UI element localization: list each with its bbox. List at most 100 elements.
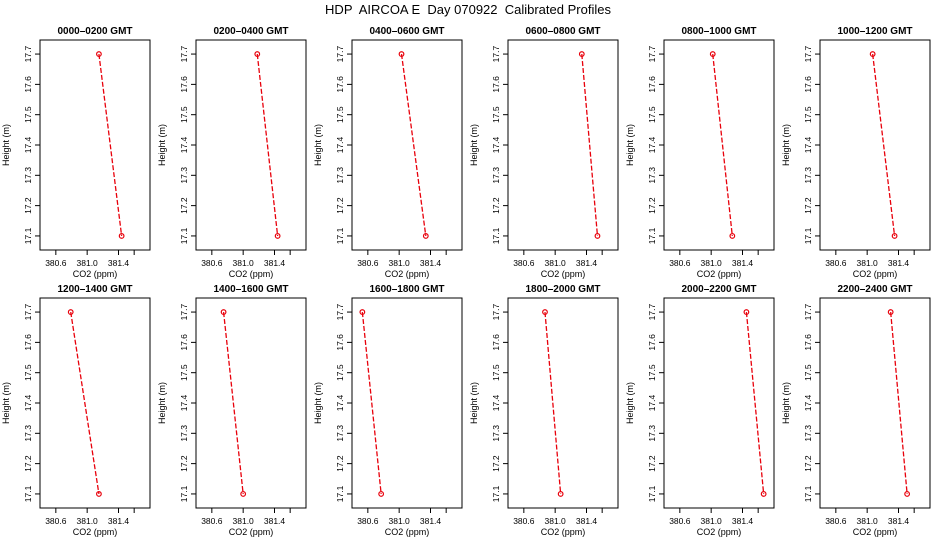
panel-7-ytick-label: 17.5 <box>23 364 33 381</box>
panel-7-point <box>96 491 102 497</box>
panel-9-xlabel: CO2 (ppm) <box>385 527 430 537</box>
panel-10-ylabel: Height (m) <box>469 382 479 424</box>
panel-2-series-line <box>256 53 279 237</box>
panel-3-xlabel: CO2 (ppm) <box>385 269 430 279</box>
panel-12-xtick-label: 380.6 <box>825 516 847 526</box>
panel-6-ytick-label: 17.5 <box>803 106 813 123</box>
panel-12-title: 2200–2400 GMT <box>837 284 912 295</box>
panel-12-frame <box>819 297 931 509</box>
panel-3-ylabel: Height (m) <box>313 124 323 166</box>
panel-3-point <box>398 51 405 57</box>
panel-9-point <box>378 491 385 497</box>
panel-1-xtick-label: 381.4 <box>108 258 130 268</box>
panel-10-ytick-label: 17.3 <box>491 425 501 442</box>
panel-1-ytick-label: 17.7 <box>23 46 33 63</box>
panel-2-point <box>254 51 261 57</box>
panel-6-ytick-label: 17.7 <box>803 46 813 63</box>
panel-6-xlabel: CO2 (ppm) <box>853 269 898 279</box>
panel-10-xtick-label: 380.6 <box>513 516 535 526</box>
panel-1-point <box>118 233 125 239</box>
panel-1-ytick-label: 17.5 <box>23 106 33 123</box>
panel-2-ytick-label: 17.5 <box>179 106 189 123</box>
panel-4-ytick-label: 17.4 <box>491 136 501 153</box>
panel-7-ytick-label: 17.2 <box>23 455 33 472</box>
panel-5-ytick-label: 17.7 <box>647 46 657 63</box>
panel-2-point <box>274 233 281 239</box>
panel-6-ytick-label: 17.1 <box>803 227 813 244</box>
panel-11-ytick-label: 17.1 <box>647 485 657 502</box>
panel-6-point <box>891 233 898 239</box>
panel-12-ytick-label: 17.7 <box>803 304 813 321</box>
panel-7-point <box>67 309 74 315</box>
panel-9-xtick-label: 381.4 <box>420 516 442 526</box>
panel-4-series-line <box>581 54 599 236</box>
panel-5-xtick-label: 381.0 <box>701 258 723 268</box>
panel-2-title: 0200–0400 GMT <box>213 26 288 37</box>
panel-8-series-line <box>222 311 244 495</box>
panel-9-ytick-label: 17.6 <box>335 334 345 351</box>
panel-8-point <box>220 309 227 315</box>
panel-2-xtick-label: 381.4 <box>264 258 286 268</box>
panel-6-xtick-label: 381.0 <box>857 258 879 268</box>
panel-2-ylabel: Height (m) <box>157 124 167 166</box>
panel-7-ytick-label: 17.6 <box>23 334 33 351</box>
panel-3-ytick-label: 17.5 <box>335 106 345 123</box>
panel-12-ytick-label: 17.5 <box>803 364 813 381</box>
panel-1-series-line <box>98 53 123 237</box>
panel-11-series-line <box>745 312 765 494</box>
panel-4-xtick-label: 381.4 <box>576 258 598 268</box>
panel-8-xtick-label: 380.6 <box>201 516 223 526</box>
panel-6-point <box>869 51 876 57</box>
panel-5-ytick-label: 17.5 <box>647 106 657 123</box>
panel-2-ytick-label: 17.3 <box>179 167 189 184</box>
panel-7-ytick-label: 17.7 <box>23 304 33 321</box>
panel-4-ytick-label: 17.5 <box>491 106 501 123</box>
panel-11-title: 2000–2200 GMT <box>681 284 756 295</box>
panel-10-ytick-label: 17.4 <box>491 394 501 411</box>
panel-9-xtick-label: 381.0 <box>389 516 411 526</box>
panel-1-ytick-label: 17.2 <box>23 197 33 214</box>
panel-6-series-line <box>872 53 896 237</box>
panel-1-ytick-label: 17.4 <box>23 136 33 153</box>
panel-8-title: 1400–1600 GMT <box>213 284 288 295</box>
panel-5-xtick-label: 381.4 <box>732 258 754 268</box>
panel-12-xtick-label: 381.4 <box>888 516 910 526</box>
panel-11-ytick-label: 17.4 <box>647 394 657 411</box>
panel-10-xlabel: CO2 (ppm) <box>541 527 586 537</box>
panel-12-ytick-label: 17.1 <box>803 485 813 502</box>
panel-8-frame <box>195 297 307 509</box>
panel-11-xtick-label: 380.6 <box>669 516 691 526</box>
panel-4-xtick-label: 380.6 <box>513 258 535 268</box>
panel-11-ytick-label: 17.3 <box>647 425 657 442</box>
panel-6-ytick-label: 17.4 <box>803 136 813 153</box>
panel-9-ytick-label: 17.5 <box>335 364 345 381</box>
panel-11-frame <box>663 297 775 509</box>
panel-10-xtick-label: 381.4 <box>576 516 598 526</box>
panel-9-ytick-label: 17.3 <box>335 425 345 442</box>
panel-11-xlabel: CO2 (ppm) <box>697 527 742 537</box>
panel-9-ylabel: Height (m) <box>313 382 323 424</box>
figure-title: HDP AIRCOA E Day 070922 Calibrated Profi… <box>325 2 611 17</box>
panel-7-title: 1200–1400 GMT <box>57 284 132 295</box>
panel-11-xtick-label: 381.0 <box>701 516 723 526</box>
panel-4-point <box>594 233 601 239</box>
panel-1-xtick-label: 381.0 <box>77 258 99 268</box>
panel-12-xtick-label: 381.0 <box>857 516 879 526</box>
panel-4-ytick-label: 17.6 <box>491 76 501 93</box>
panel-12-xlabel: CO2 (ppm) <box>853 527 898 537</box>
panel-3-ytick-label: 17.4 <box>335 136 345 153</box>
panel-1-point <box>96 51 102 57</box>
panel-12-point <box>887 309 894 315</box>
panel-7-xlabel: CO2 (ppm) <box>73 527 118 537</box>
panel-3-ytick-label: 17.3 <box>335 167 345 184</box>
panel-12-ytick-label: 17.4 <box>803 394 813 411</box>
panel-9-ytick-label: 17.4 <box>335 394 345 411</box>
panel-5-series-line <box>712 53 733 237</box>
panel-7-ylabel: Height (m) <box>1 382 11 424</box>
panel-3-ytick-label: 17.7 <box>335 46 345 63</box>
panel-1-ytick-label: 17.1 <box>23 227 33 244</box>
panel-11-xtick-label: 381.4 <box>732 516 754 526</box>
panel-4-xlabel: CO2 (ppm) <box>541 269 586 279</box>
